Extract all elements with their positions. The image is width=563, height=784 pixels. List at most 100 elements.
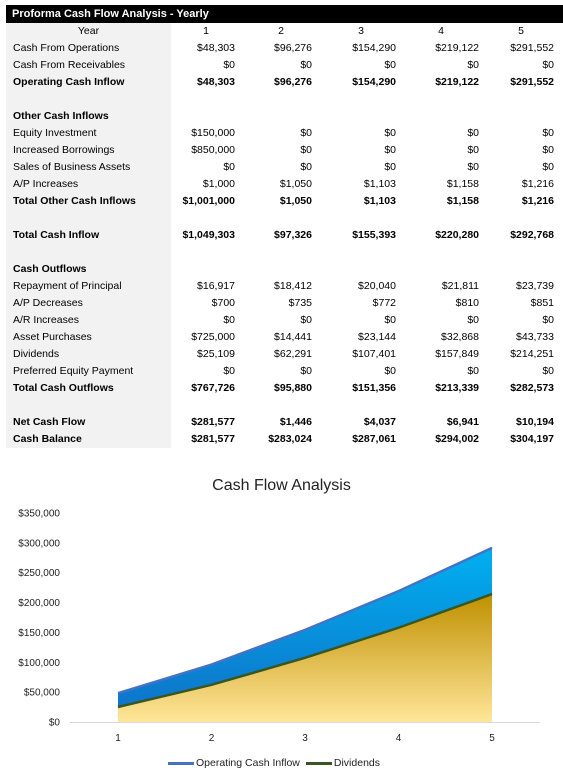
table-cell: $0 (384, 365, 396, 377)
table-cell: $0 (467, 161, 479, 173)
table-cell: $4,037 (363, 416, 396, 428)
legend-label: Dividends (333, 757, 380, 769)
y-tick-label: $100,000 (18, 658, 60, 669)
table-cell: $20,040 (358, 280, 396, 292)
y-tick-label: $50,000 (24, 688, 61, 699)
table-row: Net Cash Flow $281,577 $1,446 $4,037 $6,941 $… (6, 414, 563, 431)
x-tick-label: 2 (209, 733, 215, 744)
table-row: Cash Outflows (6, 261, 563, 278)
table-cell: $96,276 (274, 76, 312, 88)
table-cell: $291,552 (510, 42, 554, 54)
legend-swatch (305, 761, 332, 765)
table-row: Asset Purchases $725,000 $14,441 $23,144 $32… (6, 329, 563, 346)
row-label: A/R Increases (6, 312, 171, 329)
legend-item-operating: Operating Cash Inflow (168, 757, 300, 769)
table-cell: $220,280 (435, 229, 479, 241)
x-tick-label: 4 (396, 733, 402, 744)
table-cell: $772 (372, 297, 396, 309)
table-row: Total Other Cash Inflows $1,001,000 $1,050… (6, 193, 563, 210)
table-cell: $1,001,000 (182, 195, 235, 207)
row-label: Equity Investment (6, 125, 171, 142)
table-row: Preferred Equity Payment $0 $0 $0 $0 $0 (6, 363, 563, 380)
row-label: Cash From Operations (6, 40, 171, 57)
table-cell: $0 (467, 314, 479, 326)
table-cell: $1,158 (446, 178, 479, 190)
row-label: Operating Cash Inflow (6, 74, 171, 91)
row-label: Total Cash Outflows (6, 380, 171, 397)
row-label: Total Cash Inflow (6, 227, 171, 244)
y-tick-label: $300,000 (18, 538, 60, 549)
table-cell: $23,144 (358, 331, 396, 343)
table-cell: $16,917 (197, 280, 235, 292)
table-cell: $810 (455, 297, 479, 309)
x-tick-label: 3 (302, 733, 308, 744)
table-cell: $304,197 (510, 433, 554, 445)
table-cell: $0 (384, 144, 396, 156)
table-cell: $0 (300, 365, 312, 377)
year-header: 4 (438, 25, 444, 37)
table-row: Cash From Receivables $0 $0 $0 $0 $0 (6, 57, 563, 74)
table-row: Increased Borrowings $850,000 $0 $0 $0 $0 (6, 142, 563, 159)
table-cell: $0 (467, 144, 479, 156)
table-row: Other Cash Inflows (6, 108, 563, 125)
table-row (6, 397, 563, 414)
legend-swatch (168, 761, 194, 765)
table-cell: $1,000 (202, 178, 235, 190)
year-header: 3 (358, 25, 364, 37)
table-cell: $851 (530, 297, 554, 309)
table-cell: $48,303 (197, 76, 235, 88)
table-cell: $0 (384, 314, 396, 326)
table-cell: $0 (542, 365, 554, 377)
table-cell: $62,291 (274, 348, 312, 360)
table-cell: $287,061 (352, 433, 396, 445)
y-tick-label: $150,000 (18, 628, 60, 639)
table-row (6, 91, 563, 108)
row-label: Cash Outflows (6, 261, 171, 278)
table-row: Total Cash Outflows $767,726 $95,880 $151,3… (6, 380, 563, 397)
table-cell: $95,880 (274, 382, 312, 394)
chart-legend: Operating Cash Inflow Dividends (168, 757, 386, 769)
row-label: Net Cash Flow (6, 414, 171, 431)
year-header: 5 (518, 25, 524, 37)
table-cell: $10,194 (516, 416, 554, 428)
y-tick-label: $250,000 (18, 568, 60, 579)
legend-label: Operating Cash Inflow (196, 757, 300, 769)
table-cell: $282,573 (510, 382, 554, 394)
table-cell: $25,109 (197, 348, 235, 360)
table-cell: $0 (300, 161, 312, 173)
table-row: Sales of Business Assets $0 $0 $0 $0 $0 (6, 159, 563, 176)
row-label: A/P Decreases (6, 295, 171, 312)
table-cell: $0 (223, 161, 235, 173)
table-cell: $48,303 (197, 42, 235, 54)
table-cell: $21,811 (441, 280, 479, 292)
table-cell: $0 (300, 127, 312, 139)
row-label: Repayment of Principal (6, 278, 171, 295)
table-cell: $107,401 (352, 348, 396, 360)
cash-flow-table: Year 1 2 3 4 5 Cash From Operations $48,3… (6, 23, 563, 448)
table-cell: $154,290 (352, 76, 396, 88)
row-label (6, 397, 171, 414)
row-label (6, 91, 171, 108)
year-header: 1 (203, 25, 209, 37)
table-cell: $1,049,303 (182, 229, 235, 241)
row-label: Total Other Cash Inflows (6, 193, 171, 210)
table-cell: $0 (300, 144, 312, 156)
table-cell: $281,577 (191, 416, 235, 428)
table-cell: $281,577 (191, 433, 235, 445)
table-row: Operating Cash Inflow $48,303 $96,276 $154,… (6, 74, 563, 91)
table-row: Dividends $25,109 $62,291 $107,401 $157,849 $… (6, 346, 563, 363)
table-cell: $283,024 (268, 433, 312, 445)
table-row: Cash Balance $281,577 $283,024 $287,061 $294… (6, 431, 563, 448)
y-tick-label: $350,000 (18, 509, 60, 520)
table-row: Equity Investment $150,000 $0 $0 $0 $0 (6, 125, 563, 142)
table-cell: $0 (542, 144, 554, 156)
table-cell: $219,122 (435, 42, 479, 54)
row-label (6, 244, 171, 261)
table-cell: $1,158 (446, 195, 479, 207)
table-cell: $96,276 (274, 42, 312, 54)
row-label: A/P Increases (6, 176, 171, 193)
row-label: Increased Borrowings (6, 142, 171, 159)
table-cell: $1,216 (521, 195, 554, 207)
table-cell: $0 (542, 314, 554, 326)
